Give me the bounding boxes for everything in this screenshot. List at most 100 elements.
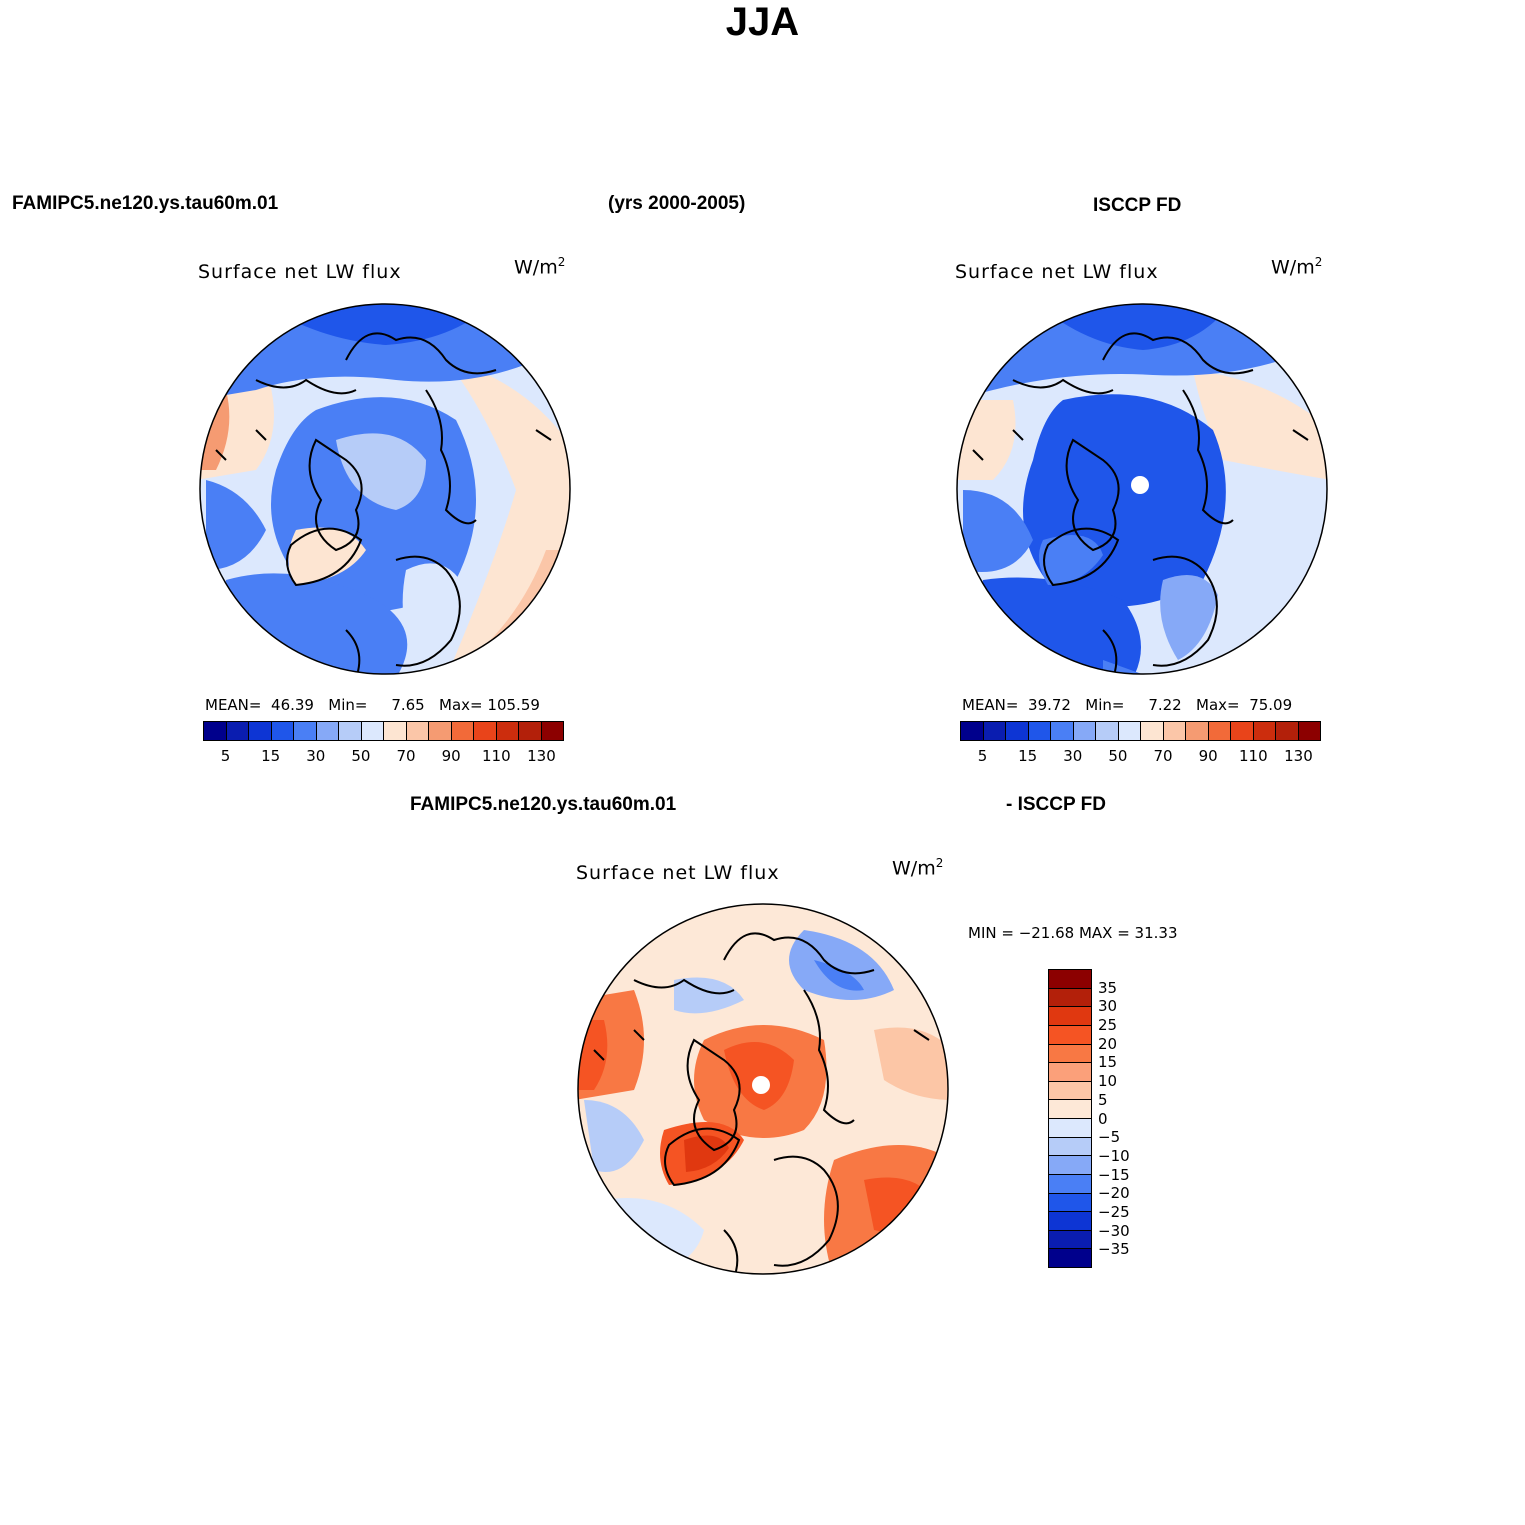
obs-panel-title: Surface net LW flux	[955, 261, 1159, 283]
obs-polar-map	[956, 303, 1328, 675]
colorbar-tick-label: 15	[1018, 747, 1038, 765]
colorbar-swatch	[541, 722, 563, 740]
colorbar-swatch	[361, 722, 384, 740]
colorbar-swatch	[1049, 1044, 1091, 1064]
colorbar-tick-label: 5	[977, 747, 988, 765]
colorbar-tick-label: 5	[1098, 1090, 1108, 1109]
colorbar-tick-label: 110	[481, 747, 511, 765]
colorbar-swatch	[1049, 1025, 1091, 1045]
colorbar-tick-label: 130	[1284, 747, 1313, 765]
colorbar-swatch	[1118, 722, 1141, 740]
diff-colorbar	[1048, 969, 1092, 1268]
colorbar-swatch	[1253, 722, 1276, 740]
colorbar-swatch	[294, 722, 317, 740]
colorbar-tick-label: 10	[1098, 1072, 1118, 1091]
diff-minmax: MIN = −21.68 MAX = 31.33	[968, 924, 1178, 942]
colorbar-swatch	[1006, 722, 1029, 740]
colorbar-swatch	[1049, 1063, 1091, 1082]
colorbar-tick-label: 130	[527, 747, 556, 765]
colorbar-tick-label: −35	[1098, 1240, 1130, 1259]
colorbar-swatch	[429, 722, 452, 740]
colorbar-swatch	[1231, 722, 1254, 740]
colorbar-tick-label: 5	[220, 747, 231, 765]
colorbar-swatch	[316, 722, 339, 740]
colorbar-swatch	[1051, 722, 1074, 740]
colorbar-tick-label: 70	[1153, 747, 1173, 765]
colorbar-tick-label: 15	[1098, 1053, 1118, 1072]
colorbar-swatch	[474, 722, 497, 740]
colorbar-tick-label: −15	[1098, 1165, 1130, 1184]
colorbar-swatch	[1049, 1249, 1091, 1267]
colorbar-tick-label: 35	[1098, 978, 1118, 997]
colorbar-swatch	[1073, 722, 1096, 740]
colorbar-tick-label: 30	[306, 747, 326, 765]
colorbar-swatch	[1049, 1119, 1091, 1138]
colorbar-tick-label: −5	[1098, 1128, 1121, 1147]
colorbar-tick-label: 15	[261, 747, 281, 765]
model-stats: MEAN= 46.39 Min= 7.65 Max= 105.59	[205, 696, 540, 714]
colorbar-swatch	[1096, 722, 1119, 740]
colorbar-tick-label: 70	[396, 747, 416, 765]
colorbar-swatch	[226, 722, 249, 740]
colorbar-swatch	[1049, 1156, 1091, 1175]
colorbar-swatch	[1141, 722, 1164, 740]
colorbar-swatch	[1049, 1193, 1091, 1213]
figure-title: JJA	[725, 0, 800, 44]
diff-model-case-name: FAMIPC5.ne120.ys.tau60m.01	[410, 794, 677, 815]
colorbar-tick-label: −10	[1098, 1146, 1130, 1165]
colorbar-swatch	[1163, 722, 1186, 740]
colorbar-swatch	[1049, 1174, 1091, 1194]
years-label: (yrs 2000-2005)	[608, 193, 746, 214]
colorbar-swatch	[961, 722, 984, 740]
colorbar-tick-label: 30	[1098, 997, 1118, 1016]
colorbar-swatch	[1049, 1230, 1091, 1250]
colorbar-tick-label: 20	[1098, 1034, 1118, 1053]
diff-polar-map	[577, 903, 949, 1275]
colorbar-swatch	[1186, 722, 1209, 740]
colorbar-tick-label: −25	[1098, 1202, 1130, 1221]
model-panel-units: W/m2	[514, 255, 566, 279]
colorbar-swatch	[271, 722, 294, 740]
model-colorbar	[203, 721, 564, 741]
colorbar-swatch	[496, 722, 519, 740]
colorbar-tick-label: 90	[441, 747, 461, 765]
model-case-name: FAMIPC5.ne120.ys.tau60m.01	[12, 193, 279, 214]
colorbar-swatch	[1049, 1081, 1091, 1101]
model-panel-title: Surface net LW flux	[198, 261, 402, 283]
colorbar-swatch	[1049, 1100, 1091, 1119]
colorbar-swatch	[1049, 970, 1091, 989]
colorbar-swatch	[1276, 722, 1299, 740]
diff-panel-title: Surface net LW flux	[576, 862, 780, 884]
colorbar-swatch	[339, 722, 362, 740]
diff-panel-units: W/m2	[892, 856, 944, 880]
colorbar-swatch	[1049, 1212, 1091, 1231]
obs-stats: MEAN= 39.72 Min= 7.22 Max= 75.09	[962, 696, 1293, 714]
colorbar-swatch	[1049, 988, 1091, 1008]
colorbar-swatch	[519, 722, 542, 740]
colorbar-tick-label: −30	[1098, 1221, 1130, 1240]
colorbar-swatch	[451, 722, 474, 740]
colorbar-swatch	[1208, 722, 1231, 740]
colorbar-tick-label: 30	[1063, 747, 1083, 765]
colorbar-tick-label: 110	[1238, 747, 1268, 765]
colorbar-swatch	[204, 722, 227, 740]
colorbar-swatch	[1049, 1007, 1091, 1026]
model-polar-map	[199, 303, 571, 675]
obs-panel-units: W/m2	[1271, 255, 1323, 279]
colorbar-swatch	[406, 722, 429, 740]
colorbar-tick-label: 90	[1198, 747, 1218, 765]
obs-colorbar	[960, 721, 1321, 741]
obs-dataset-name: ISCCP FD	[1093, 195, 1182, 216]
colorbar-swatch	[1298, 722, 1320, 740]
colorbar-swatch	[1028, 722, 1051, 740]
colorbar-swatch	[1049, 1137, 1091, 1157]
colorbar-tick-label: 0	[1098, 1109, 1108, 1128]
colorbar-tick-label: 50	[351, 747, 371, 765]
colorbar-swatch	[384, 722, 407, 740]
colorbar-swatch	[249, 722, 272, 740]
colorbar-swatch	[983, 722, 1006, 740]
colorbar-tick-label: 50	[1108, 747, 1128, 765]
colorbar-tick-label: −20	[1098, 1184, 1130, 1203]
diff-obs-dataset-name: - ISCCP FD	[1006, 794, 1106, 815]
colorbar-tick-label: 25	[1098, 1016, 1118, 1035]
